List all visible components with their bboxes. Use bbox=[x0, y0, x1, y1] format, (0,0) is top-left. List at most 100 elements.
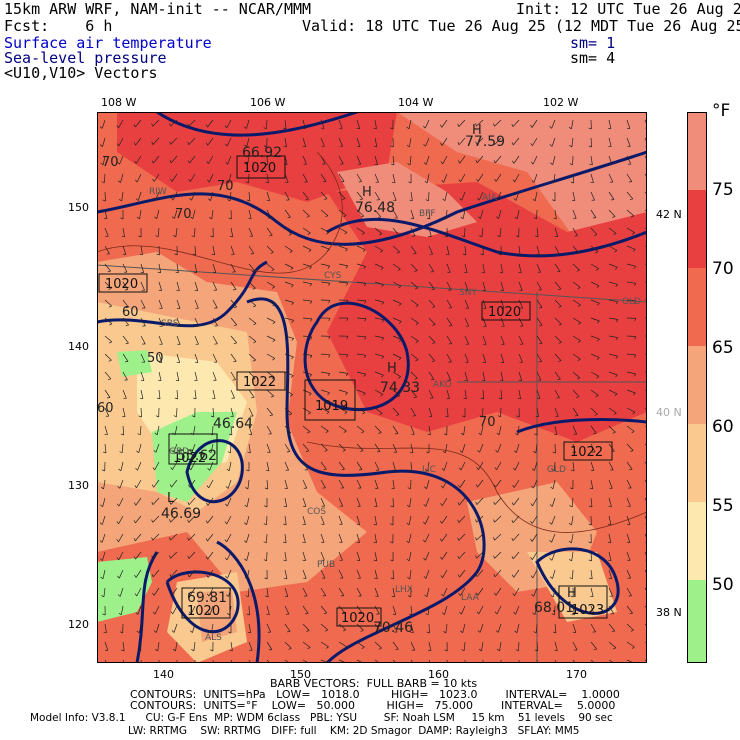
wind-barb-tick bbox=[155, 649, 158, 652]
wind-barb-tick bbox=[392, 469, 396, 472]
wind-barb bbox=[212, 299, 218, 309]
wind-barb bbox=[554, 623, 557, 633]
wind-barb-tick bbox=[225, 161, 228, 165]
wind-barb-tick bbox=[530, 575, 534, 579]
wind-barb-tick bbox=[460, 630, 463, 633]
wind-barb-tick bbox=[175, 379, 179, 382]
wind-barb-tick bbox=[305, 198, 309, 201]
isobar bbox=[156, 112, 358, 137]
wind-barb-tick bbox=[424, 594, 428, 598]
wind-barb-tick bbox=[596, 357, 600, 360]
wind-barb-tick bbox=[151, 484, 155, 488]
wind-barb bbox=[338, 263, 348, 267]
wind-barb-tick bbox=[153, 630, 157, 633]
wind-barb-tick bbox=[116, 125, 119, 129]
wind-barb-tick bbox=[305, 450, 310, 453]
wind-barb bbox=[374, 623, 381, 632]
wind-barb bbox=[230, 317, 238, 326]
wind-barb-tick bbox=[170, 197, 174, 201]
wind-barb bbox=[572, 569, 574, 580]
wind-barb-tick bbox=[359, 198, 363, 201]
wind-barb-tick bbox=[361, 431, 365, 434]
wind-barb bbox=[226, 551, 232, 561]
wind-barb bbox=[608, 335, 618, 338]
wind-barb bbox=[494, 119, 502, 127]
barb-legend: BARB VECTORS: FULL BARB = 10 kts bbox=[270, 677, 478, 690]
wind-barb-tick bbox=[482, 289, 486, 292]
wind-barb-tick bbox=[116, 503, 120, 507]
wind-barb bbox=[392, 587, 396, 597]
wind-barb bbox=[513, 137, 520, 146]
wind-barb-tick bbox=[498, 253, 502, 256]
wind-barb bbox=[626, 227, 635, 233]
wind-barb bbox=[284, 623, 291, 632]
wind-barb-tick bbox=[530, 124, 533, 128]
wind-barb bbox=[176, 371, 180, 381]
wind-barb bbox=[374, 533, 377, 543]
wind-barb-tick bbox=[569, 505, 573, 508]
wind-barb bbox=[302, 551, 306, 561]
wind-barb-tick bbox=[595, 394, 599, 398]
lon-label: 106 W bbox=[250, 96, 286, 109]
wind-barb-tick bbox=[345, 392, 348, 396]
wind-barb-tick bbox=[569, 163, 573, 166]
field-slp: Sea-level pressure bbox=[4, 49, 167, 67]
wind-barb bbox=[552, 155, 556, 165]
wind-barb-tick bbox=[588, 541, 592, 544]
wind-barb bbox=[590, 641, 597, 650]
wind-barb bbox=[536, 371, 542, 381]
wind-barb bbox=[122, 281, 129, 290]
wind-barb-tick bbox=[244, 144, 248, 147]
wind-barb-tick bbox=[174, 397, 178, 400]
wind-barb-tick bbox=[475, 555, 477, 559]
wind-barb bbox=[590, 551, 592, 562]
wind-barb-tick bbox=[568, 126, 572, 130]
wind-barb bbox=[356, 605, 363, 614]
wind-barb bbox=[170, 515, 178, 523]
wind-barb bbox=[464, 353, 469, 363]
wind-barb-tick bbox=[496, 216, 499, 219]
wind-barb bbox=[338, 443, 346, 451]
wind-barb-tick bbox=[291, 320, 294, 323]
wind-barb bbox=[626, 263, 636, 267]
wind-barb-tick bbox=[272, 358, 276, 361]
wind-barb-tick bbox=[245, 595, 249, 598]
wind-barb-tick bbox=[381, 284, 384, 288]
wind-barb-tick bbox=[475, 484, 478, 488]
wind-barb bbox=[553, 173, 556, 183]
wind-barb-tick bbox=[475, 519, 477, 523]
wind-barb bbox=[227, 155, 232, 165]
wind-barb bbox=[427, 461, 430, 471]
wind-barb-tick bbox=[588, 127, 592, 130]
wind-barb bbox=[392, 389, 401, 396]
wind-barb-tick bbox=[151, 123, 153, 127]
wind-barb-tick bbox=[477, 449, 480, 453]
wind-barb bbox=[500, 335, 505, 345]
temp-label: 60 bbox=[122, 305, 139, 320]
wind-barb-tick bbox=[194, 379, 198, 382]
wind-barb-tick bbox=[187, 141, 190, 145]
wind-barb bbox=[479, 443, 484, 453]
colorbar-label: 75 bbox=[712, 180, 734, 200]
high-value: 70.46 bbox=[373, 620, 413, 636]
wind-barb-tick bbox=[361, 646, 365, 650]
wind-barb bbox=[248, 641, 253, 651]
wind-barb-tick bbox=[373, 523, 377, 526]
wind-barb bbox=[158, 263, 162, 273]
wind-barb bbox=[136, 479, 142, 488]
wind-barb bbox=[140, 335, 146, 345]
wind-barb bbox=[374, 155, 378, 165]
wind-barb bbox=[118, 569, 124, 579]
wind-barb-tick bbox=[205, 520, 208, 524]
wind-barb-tick bbox=[134, 179, 138, 183]
wind-barb bbox=[446, 299, 452, 308]
wind-barb bbox=[531, 515, 538, 524]
wind-barb-tick bbox=[263, 541, 267, 544]
wind-barb bbox=[194, 389, 197, 399]
wind-barb bbox=[512, 119, 520, 127]
wind-barb-tick bbox=[109, 323, 113, 326]
wind-barb-tick bbox=[517, 397, 521, 400]
wind-barb-tick bbox=[247, 631, 251, 634]
wind-barb bbox=[464, 227, 466, 238]
temp-fill-below-50 bbox=[97, 557, 152, 622]
